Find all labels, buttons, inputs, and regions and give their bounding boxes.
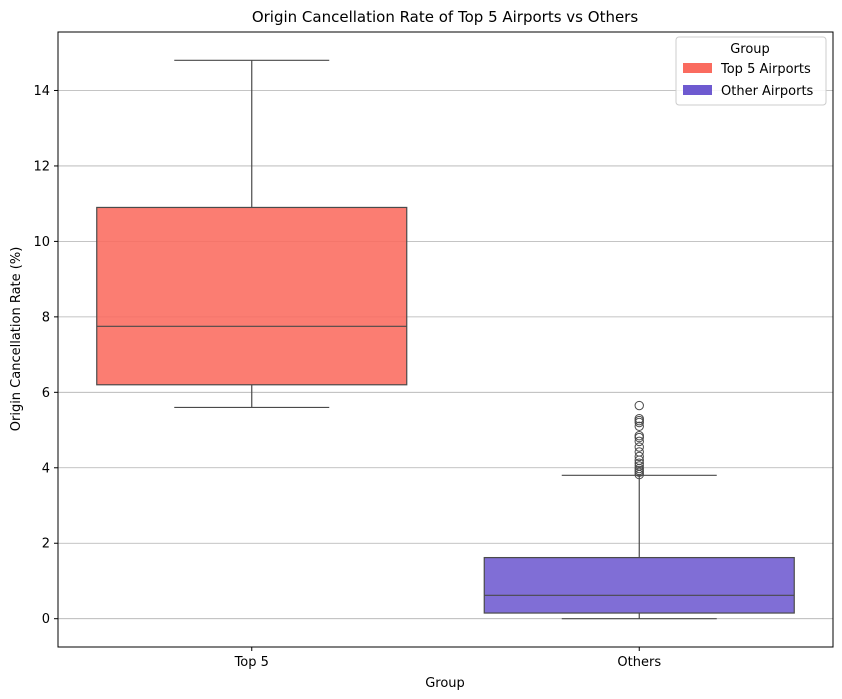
box-top-5-airports	[96, 206, 408, 386]
box-group-top-5-airports	[96, 59, 408, 409]
plot-frame	[57, 31, 834, 648]
outlier-point-other-airports-10	[634, 436, 644, 447]
outlier-point-other-airports-15	[634, 415, 644, 426]
box-plot-area	[96, 59, 795, 620]
x-tick-label-top-5: Top 5	[234, 655, 269, 670]
outlier-point-other-airports-13	[634, 421, 644, 431]
box-other-airports	[483, 556, 795, 614]
x-tick-label-others: Others	[617, 655, 661, 670]
y-tick-label-6: 6	[42, 386, 50, 401]
legend-label-top-5-airports: Top 5 Airports	[720, 62, 811, 77]
y-tick-label-10: 10	[33, 235, 50, 250]
legend-title: Group	[730, 42, 770, 57]
legend-label-other-airports: Other Airports	[721, 84, 814, 99]
box-group-other-airports	[483, 400, 795, 620]
y-tick-label-12: 12	[33, 159, 50, 174]
outlier-point-other-airports-8	[634, 447, 644, 457]
y-axis-title: Origin Cancellation Rate (%)	[9, 247, 24, 432]
y-tick-label-4: 4	[42, 461, 50, 476]
x-axis-title: Group	[425, 676, 465, 691]
y-tick-label-8: 8	[42, 310, 50, 325]
outlier-point-other-airports-17	[634, 400, 644, 411]
outlier-point-other-airports-12	[634, 431, 644, 441]
y-tick-label-14: 14	[33, 84, 50, 99]
outlier-point-other-airports-4	[634, 461, 644, 471]
chart-title: Origin Cancellation Rate of Top 5 Airpor…	[252, 8, 639, 26]
outlier-point-other-airports-9	[634, 442, 644, 452]
outlier-point-other-airports-5	[634, 458, 644, 468]
legend-swatch-top-5-airports	[683, 63, 712, 73]
y-tick-label-2: 2	[42, 537, 50, 552]
y-tick-label-0: 0	[42, 612, 50, 627]
outlier-point-other-airports-16	[634, 414, 644, 424]
axis-ticks: 0 2 4 6 8 10 12 14 Top 5 Others	[33, 84, 661, 670]
legend-swatch-other-airports	[683, 85, 712, 95]
legend: Group Top 5 Airports Other Airports	[675, 36, 827, 106]
outlier-point-other-airports-7	[634, 451, 644, 462]
legend-frame	[675, 36, 827, 106]
